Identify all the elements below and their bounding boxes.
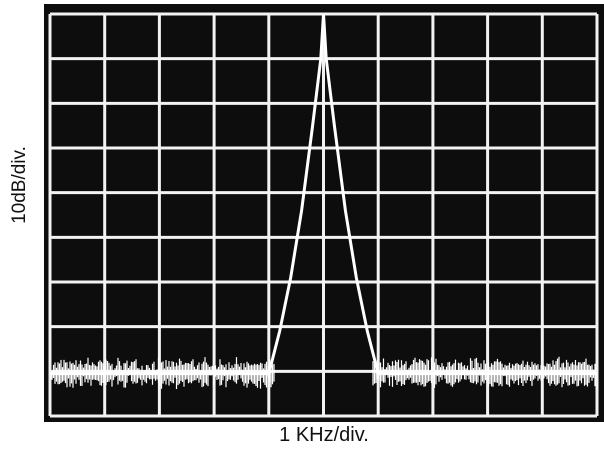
x-axis-label: 1 KHz/div. [279, 424, 369, 446]
y-axis-label: 10dB/div. [9, 146, 30, 224]
graticule [48, 12, 599, 418]
spectrum-display [44, 4, 604, 422]
spectrum-trace [50, 13, 597, 376]
